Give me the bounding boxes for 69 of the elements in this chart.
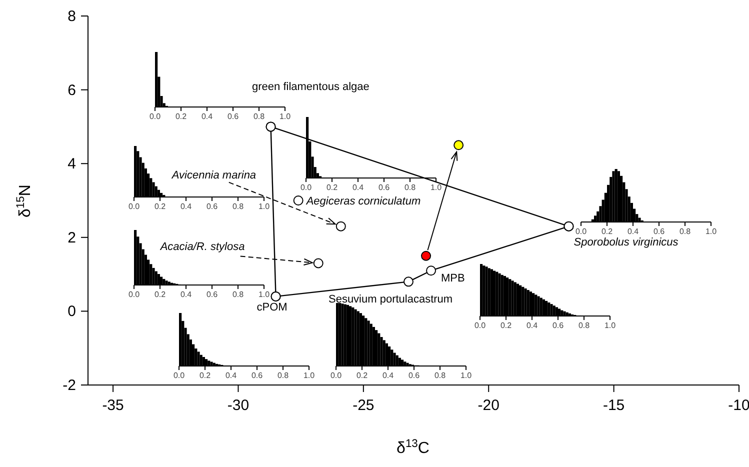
x-tick-label: 0.6	[251, 371, 264, 380]
x-tick-label: 0.6	[206, 290, 218, 299]
x-tick-label: 0.8	[679, 227, 692, 236]
x-tick-label: 0.8	[277, 371, 290, 380]
annotation: Aegiceras corniculatum	[305, 196, 421, 208]
y-tick-label: -2	[62, 377, 76, 394]
annotation: Sesuvium portulacastrum	[328, 294, 453, 306]
x-tick-label: 0.0	[575, 227, 588, 236]
x-tick-label: -10	[728, 397, 749, 414]
x-tick-label: 0.2	[154, 202, 166, 211]
annotation: MPB	[441, 272, 465, 285]
x-tick-label: -30	[227, 397, 250, 414]
x-tick-label: 1.0	[604, 321, 616, 330]
x-tick-label: 0.4	[352, 183, 364, 192]
x-tick-label: 0.0	[173, 371, 186, 380]
x-tick-label: 1.0	[258, 290, 270, 299]
x-tick-label: 0.6	[653, 227, 666, 236]
x-tick-label: 0.6	[552, 321, 564, 330]
y-tick-label: 6	[68, 82, 76, 99]
x-tick-label: 1.0	[705, 227, 718, 236]
x-tick-label: 0.4	[180, 202, 192, 211]
annotation: Sporobolus virginicus	[574, 236, 679, 248]
y-tick-label: 2	[68, 229, 76, 246]
x-tick-label: 1.0	[430, 183, 442, 192]
x-tick-label: 0.0	[149, 112, 162, 121]
x-tick-label: 0.4	[526, 321, 538, 330]
y-tick-label: 4	[68, 156, 76, 173]
x-tick-label: 0.6	[378, 183, 390, 192]
x-tick-label: 0.0	[330, 371, 342, 380]
x-tick-label: 0.2	[601, 227, 614, 236]
x-tick-label: 0.0	[128, 290, 140, 299]
x-tick-label: 0.2	[175, 112, 188, 121]
x-tick-label: 0.4	[201, 112, 214, 121]
x-tick-label: 0.6	[408, 371, 420, 380]
x-tick-label: 0.8	[253, 112, 266, 121]
x-tick-label: 1.0	[258, 202, 270, 211]
x-tick-label: 0.4	[627, 227, 640, 236]
x-tick-label: -20	[478, 397, 500, 414]
x-tick-label: 0.8	[404, 183, 416, 192]
x-tick-label: 0.6	[227, 112, 240, 121]
x-tick-label: 1.0	[460, 371, 472, 380]
x-tick-label: -35	[102, 397, 124, 414]
y-tick-label: 8	[68, 8, 76, 25]
x-axis-title: δ$^{13}$C	[396, 438, 430, 457]
y-tick-label: 0	[68, 303, 76, 320]
x-tick-label: 0.8	[578, 321, 590, 330]
x-tick-label: 0.2	[500, 321, 512, 330]
x-tick-label: 1.0	[279, 112, 292, 121]
x-tick-label: 0.0	[300, 183, 312, 192]
x-tick-label: 0.2	[326, 183, 338, 192]
x-tick-label: 0.0	[474, 321, 486, 330]
annotation: Avicennia marina	[170, 169, 256, 182]
x-tick-label: 0.6	[206, 202, 218, 211]
x-tick-label: 0.4	[225, 371, 238, 380]
x-tick-label: 0.4	[382, 371, 394, 380]
x-tick-label: 1.0	[303, 371, 316, 380]
x-tick-label: -25	[352, 397, 374, 414]
x-tick-label: -15	[602, 397, 625, 414]
annotation: cPOM	[256, 301, 288, 314]
x-tick-label: 0.8	[434, 371, 446, 380]
annotation: green filamentous algae	[252, 81, 370, 93]
x-tick-label: 0.2	[199, 371, 212, 380]
x-tick-label: 0.2	[154, 290, 166, 299]
annotation: Acacia/R. stylosa	[159, 241, 245, 254]
x-tick-label: 0.2	[356, 371, 368, 380]
x-tick-label: 0.0	[128, 202, 140, 211]
x-tick-label: 0.8	[232, 290, 244, 299]
x-tick-label: 0.8	[232, 202, 244, 211]
x-tick-label: 0.4	[180, 290, 192, 299]
